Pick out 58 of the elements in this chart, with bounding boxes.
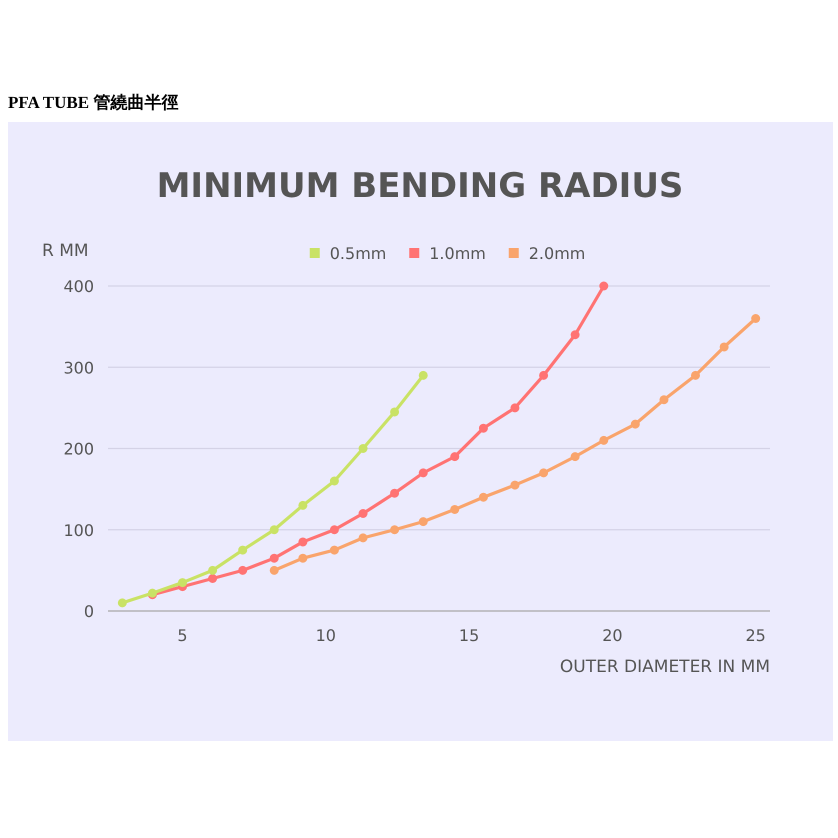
point <box>238 566 248 575</box>
point <box>418 370 428 380</box>
point <box>330 546 339 555</box>
point <box>358 533 368 542</box>
point <box>720 342 729 352</box>
legend-label: 2.0mm <box>528 244 586 263</box>
point <box>539 370 548 380</box>
point <box>570 452 580 462</box>
y-tick-label: 100 <box>63 520 94 540</box>
point <box>659 395 668 404</box>
point <box>418 517 428 526</box>
legend-label: 1.0mm <box>429 244 486 263</box>
x-tick-label: 10 <box>316 626 336 645</box>
point <box>478 424 488 433</box>
point <box>478 492 488 502</box>
point <box>330 525 339 534</box>
point <box>298 500 308 510</box>
point <box>118 598 127 608</box>
y-axis-title: R MM <box>42 241 89 261</box>
point <box>690 370 700 380</box>
point <box>599 282 608 290</box>
point <box>599 436 608 445</box>
annotation: PFA TUBE 管繞曲半徑 <box>8 93 178 112</box>
point <box>358 444 368 453</box>
point <box>630 420 640 429</box>
point <box>208 566 218 575</box>
point <box>418 468 428 478</box>
point <box>450 504 460 514</box>
title: MINIMUM BENDING RADIUS <box>156 166 684 206</box>
legend-label: 0.5mm <box>330 244 386 263</box>
point <box>390 488 400 498</box>
point <box>270 554 279 563</box>
x-axis-title: OUTER DIAMETER IN MM <box>560 657 770 677</box>
y-tick-label: 300 <box>63 358 94 378</box>
point <box>238 546 248 555</box>
point <box>178 578 188 588</box>
point <box>358 509 368 518</box>
point <box>330 476 339 486</box>
point <box>390 407 400 416</box>
point <box>751 314 760 323</box>
point <box>298 537 308 546</box>
point <box>208 574 218 583</box>
point <box>539 468 548 478</box>
point <box>510 403 520 412</box>
y-tick-label: 0 <box>84 602 94 621</box>
point <box>510 480 520 490</box>
point <box>570 330 580 340</box>
x-tick-label: 25 <box>745 626 766 645</box>
point <box>270 525 279 534</box>
point <box>450 452 460 462</box>
point <box>390 525 400 534</box>
x-tick-label: 5 <box>177 626 188 645</box>
x-tick-label: 15 <box>458 626 480 645</box>
y-tick-label: 400 <box>63 277 94 296</box>
y-tick-label: 200 <box>63 440 94 458</box>
point <box>270 566 279 575</box>
point <box>298 554 308 563</box>
x-tick-label: 20 <box>602 626 623 645</box>
